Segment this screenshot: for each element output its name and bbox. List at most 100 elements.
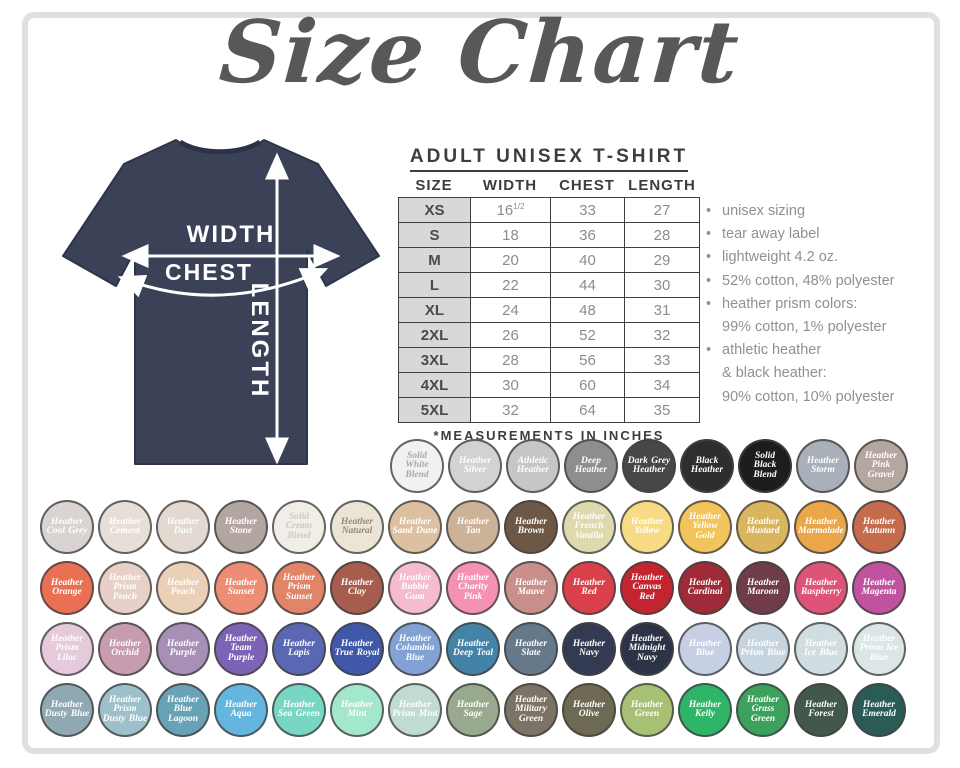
color-swatch: Heather Mint [330, 683, 384, 737]
color-swatch: Heather Columbia Blue [388, 622, 442, 676]
swatch-label: Heather Navy [572, 638, 606, 658]
color-swatch: Heather Pink Gravel [854, 439, 908, 493]
swatch-label: Heather Green [630, 699, 664, 719]
color-swatch: Heather Natural [330, 500, 384, 554]
swatch-label: Solid White Blend [405, 450, 429, 480]
tshirt-collar [178, 139, 262, 155]
size-table: XS 161/2 33 27 S 18 36 28 M 20 40 29 L 22 44 30 XL 24 48 31… [398, 197, 700, 423]
measurement-cell: 33 [624, 347, 700, 373]
swatch-label: Heather Aqua [224, 699, 258, 719]
color-swatch: Heather Storm [796, 439, 850, 493]
swatch-label: Heather Columbia Blue [395, 633, 435, 663]
color-swatch: Heather Green [620, 683, 674, 737]
size-cell: M [398, 247, 471, 273]
measurement-cell: 36 [550, 222, 625, 248]
measurement-cell: 28 [470, 347, 551, 373]
color-swatch: Heather Prism Lilac [40, 622, 94, 676]
measurement-cell: 56 [550, 347, 625, 373]
size-cell: 2XL [398, 322, 471, 348]
swatch-label: Heather Lapis [282, 638, 316, 658]
measurement-cell: 35 [624, 397, 700, 423]
size-table-row: XS 161/2 33 27 [398, 197, 700, 223]
features-list: • unisex sizing • tear away label • lightweig… [706, 200, 946, 409]
size-cell: S [398, 222, 471, 248]
color-swatch: Heather Autumn [852, 500, 906, 554]
feature-item: • heather prism colors: [706, 293, 946, 316]
swatch-label: Heather Sage [456, 699, 490, 719]
color-swatch: Heather Mauve [504, 561, 558, 615]
chest-curve [117, 268, 329, 298]
measurement-cell: 48 [550, 297, 625, 323]
color-swatch: Heather Sunset [214, 561, 268, 615]
color-swatch: Heather Blue Lagoon [156, 683, 210, 737]
feature-item: • athletic heather [706, 339, 946, 362]
color-swatch: Heather Olive [562, 683, 616, 737]
swatch-label: Heather Military Green [514, 694, 548, 724]
color-swatch: Heather Deep Teal [446, 622, 500, 676]
swatch-label: Heather Mustard [746, 516, 780, 536]
swatch-label: Heather Orchid [108, 638, 142, 658]
swatch-label: Heather Yellow [630, 516, 664, 536]
size-table-row: M 20 40 29 [398, 247, 700, 273]
color-swatch: Heather Forest [794, 683, 848, 737]
swatch-label: Heather Emerald [862, 699, 896, 719]
color-swatch: Heather Midnight Navy [620, 622, 674, 676]
swatch-label: Heather Brown [514, 516, 548, 536]
col-size: SIZE [415, 177, 453, 194]
color-swatch: Heather Ice Blue [794, 622, 848, 676]
feature-text: 52% cotton, 48% polyester [722, 272, 895, 289]
swatch-label: Heather Silver [458, 455, 492, 475]
size-table-row: 4XL 30 60 34 [398, 372, 700, 398]
measurement-cell: 20 [470, 247, 551, 273]
swatch-label: Heather Yellow Gold [688, 511, 722, 541]
color-swatch: Heather Yellow [620, 500, 674, 554]
color-swatch: Heather Military Green [504, 683, 558, 737]
color-swatch: Dark Grey Heather [622, 439, 676, 493]
feature-text: unisex sizing [722, 203, 806, 219]
col-width: WIDTH [482, 177, 538, 194]
feature-text: 99% cotton, 1% polyester [722, 318, 887, 335]
feature-item: • 52% cotton, 48% polyester [706, 270, 946, 293]
color-swatch: Heather Marmalade [794, 500, 848, 554]
measurement-cell: 30 [470, 372, 551, 398]
measurement-cell: 52 [550, 322, 625, 348]
color-swatch: Heather Peach [156, 561, 210, 615]
size-table-section: ADULT UNISEX T-SHIRT SIZE WIDTH CHEST LE… [398, 146, 700, 443]
feature-text: 90% cotton, 10% polyester [722, 388, 895, 405]
bullet-dot: • [706, 342, 712, 359]
swatch-row-3: Heather Orange Heather Prism Peach Heather… [40, 561, 906, 615]
swatch-label: Deep Heather [574, 455, 608, 475]
measurement-cell: 30 [624, 272, 700, 298]
table-heading: ADULT UNISEX T-SHIRT [409, 146, 689, 172]
color-swatch: Heather Cement [98, 500, 152, 554]
swatch-label: Heather Cardinal [687, 577, 723, 597]
color-swatch: Heather Magenta [852, 561, 906, 615]
size-table-body: XS 161/2 33 27 S 18 36 28 M 20 40 29 L 22 44 30 XL 24 48 31… [398, 197, 700, 423]
color-swatch: Heather Purple [156, 622, 210, 676]
bullet-dot: • [706, 249, 712, 266]
measurement-cell: 29 [624, 247, 700, 273]
measurement-cell: 31 [624, 297, 700, 323]
swatch-label: Heather Prism Mint [392, 699, 438, 719]
swatch-label: Heather Sand Dune [392, 516, 438, 536]
feature-text: & black heather: [722, 365, 827, 382]
swatch-label: Dark Grey Heather [627, 455, 671, 475]
color-swatch: Heather Red [562, 561, 616, 615]
bullet-dot: • [706, 226, 712, 243]
swatch-label: Heather Maroon [746, 577, 780, 597]
feature-item: • tear away label [706, 223, 946, 246]
color-swatch: Heather Aqua [214, 683, 268, 737]
swatch-label: Heather Ice Blue [804, 638, 838, 658]
page-title: Size Chart [216, 2, 744, 103]
swatch-label: Heather French Vanilla [572, 511, 606, 541]
color-swatch: Heather Prism Peach [98, 561, 152, 615]
measurement-cell: 22 [470, 272, 551, 298]
feature-item: & black heather: [706, 362, 946, 385]
color-swatch: Heather True Royal [330, 622, 384, 676]
color-swatch: Heather Emerald [852, 683, 906, 737]
swatch-row-2: Heather Cool Grey Heather Cement Heather D… [40, 500, 906, 554]
swatch-label: Heather Cement [108, 516, 142, 536]
color-swatch: Deep Heather [564, 439, 618, 493]
color-swatch: Heather Dusty Blue [40, 683, 94, 737]
swatch-label: Heather Mauve [514, 577, 548, 597]
